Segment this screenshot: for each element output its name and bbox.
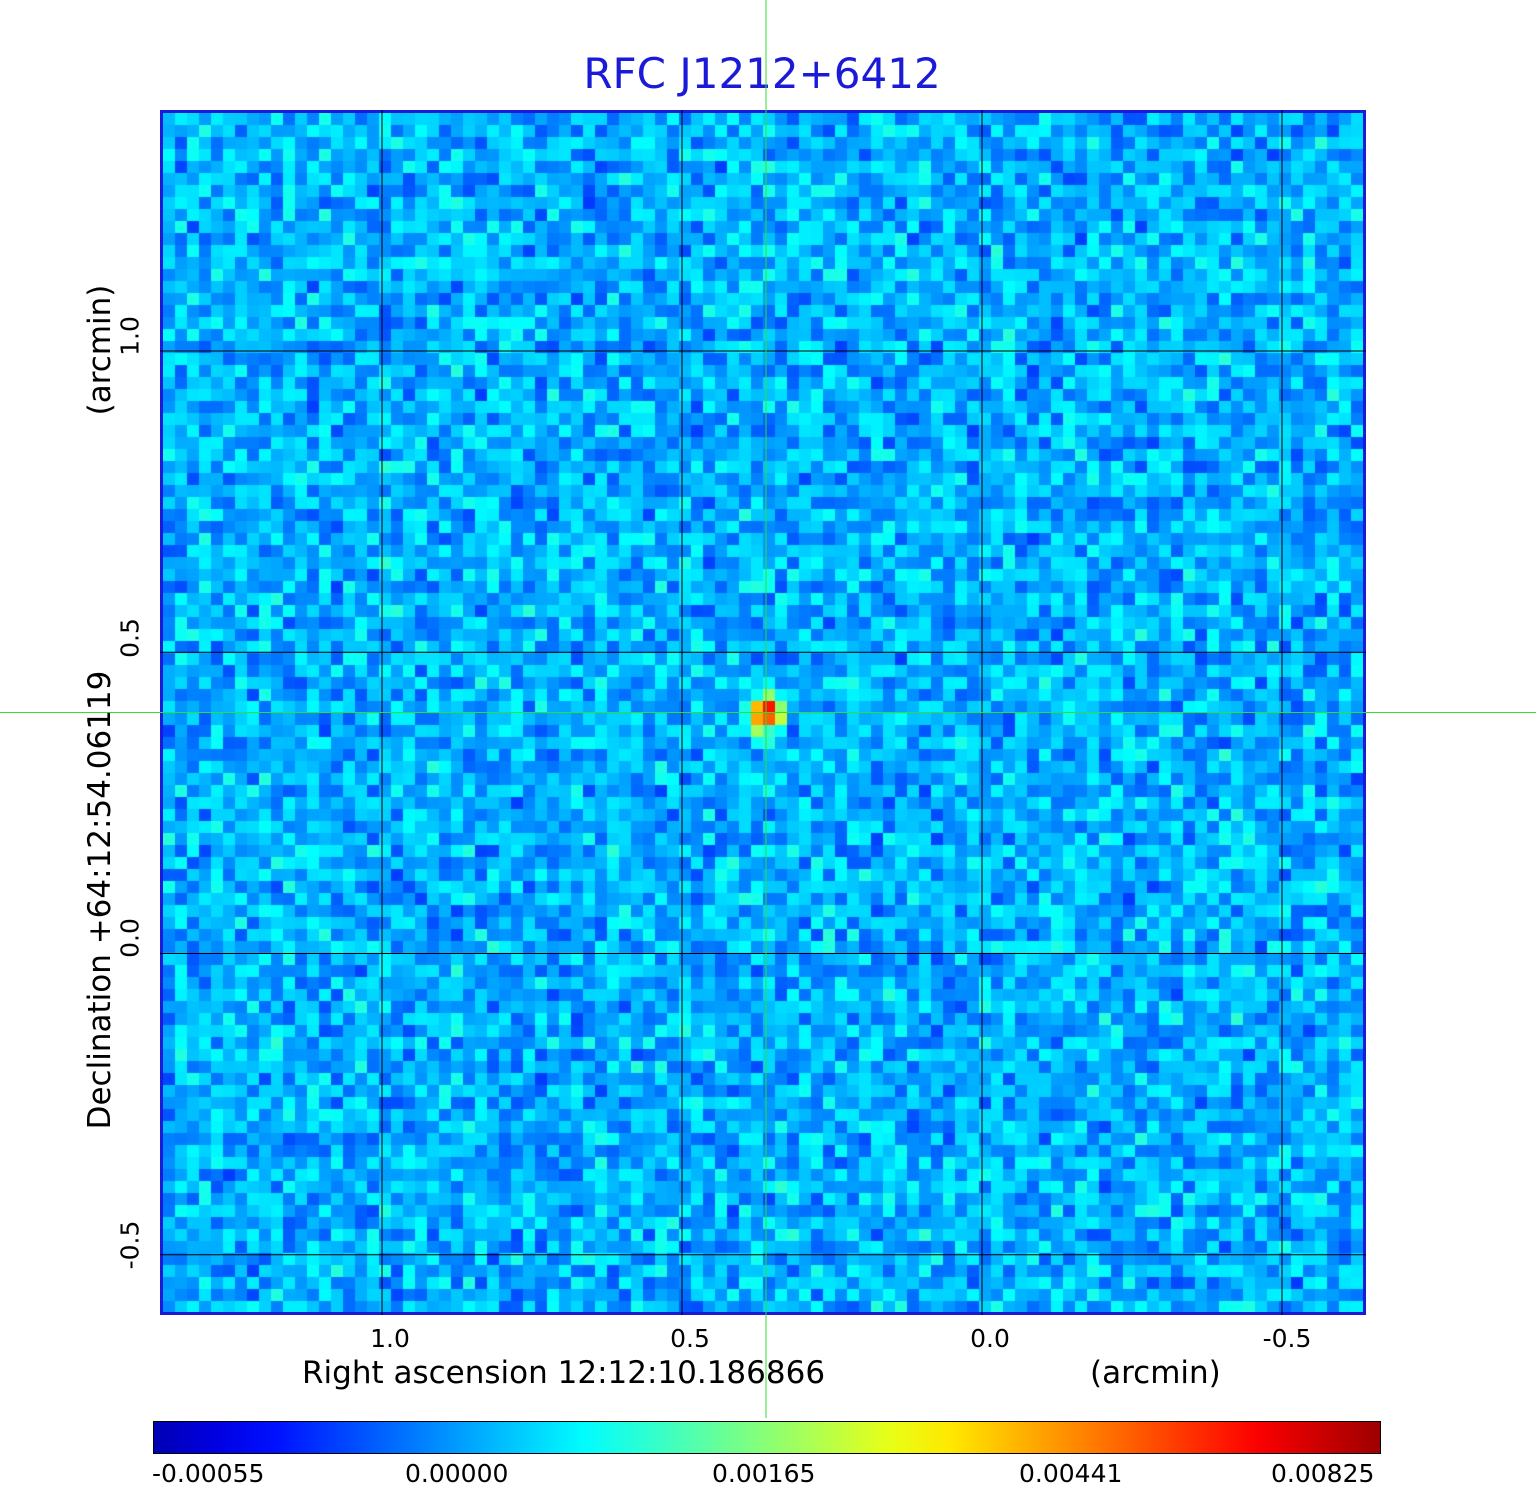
x-axis-label: Right ascension 12:12:10.186866: [302, 1355, 826, 1391]
x-axis-unit: (arcmin): [1090, 1355, 1221, 1391]
y-axis-unit: (arcmin): [82, 284, 118, 416]
colorbar: [153, 1421, 1381, 1454]
y-tick-label: 0.0: [115, 918, 145, 958]
y-axis-label: Declination +64:12:54.06119: [82, 670, 118, 1130]
x-tick-label: 0.0: [970, 1324, 1010, 1353]
x-tick-label: 1.0: [370, 1324, 410, 1353]
y-tick-label: 0.5: [115, 618, 145, 658]
colorbar-tick-label: -0.00055: [152, 1459, 265, 1488]
colorbar-tick-label: 0.00825: [1271, 1459, 1375, 1488]
colorbar-tick-label: 0.00000: [405, 1459, 509, 1488]
colorbar-tick-label: 0.00165: [712, 1459, 816, 1488]
x-tick-label: -0.5: [1262, 1324, 1312, 1353]
y-tick-label: -0.5: [115, 1220, 145, 1270]
colorbar-tick-label: 0.00441: [1019, 1459, 1123, 1488]
x-tick-label: 0.5: [670, 1324, 710, 1353]
chart-title: RFC J1212+6412: [583, 49, 941, 98]
y-tick-label: 1.0: [115, 316, 145, 356]
